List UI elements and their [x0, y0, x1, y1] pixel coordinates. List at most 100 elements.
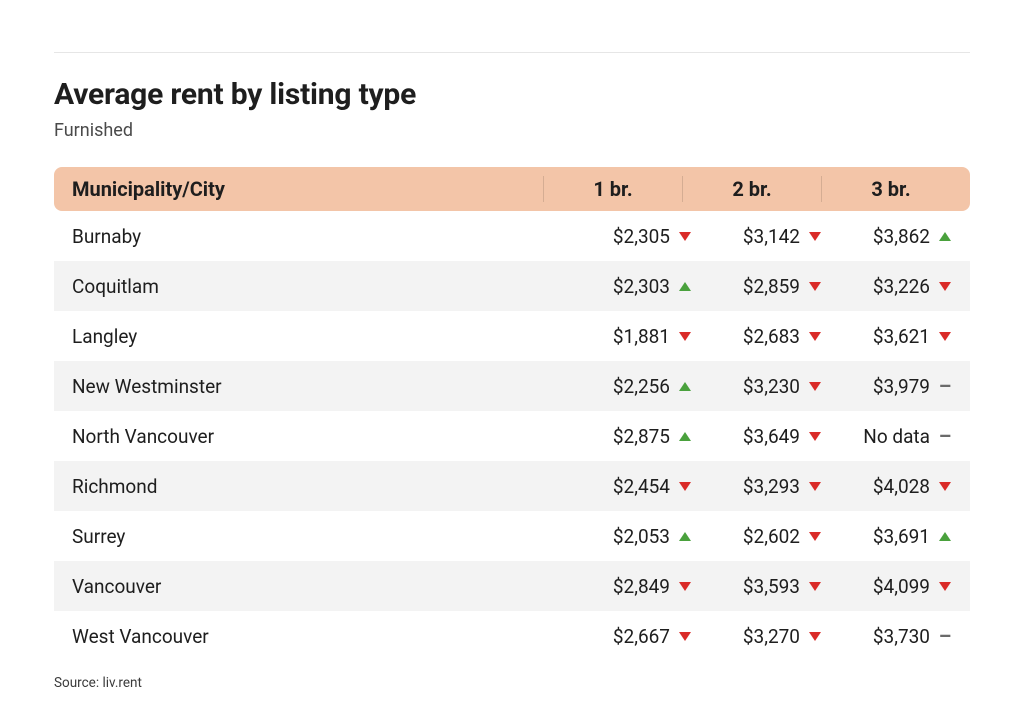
cell-city: Richmond — [72, 475, 566, 498]
cell-value: $3,230 — [743, 375, 800, 398]
cell-value: $3,226 — [873, 275, 930, 298]
cell-br3: No data– — [826, 425, 956, 448]
trend-up-icon — [939, 232, 951, 241]
cell-city: Coquitlam — [72, 275, 566, 298]
cell-value: $2,859 — [743, 275, 800, 298]
table-row: Langley $1,881 $2,683 $3,621 — [54, 311, 970, 361]
trend-down-icon — [809, 532, 821, 541]
trend-down-icon — [809, 282, 821, 291]
cell-value: $4,099 — [873, 575, 930, 598]
rent-table: Municipality/City 1 br. 2 br. 3 br. Burn… — [54, 167, 970, 661]
col-header-1br: 1 br. — [548, 177, 678, 201]
table-row: New Westminster $2,256 $3,230 $3,979– — [54, 361, 970, 411]
cell-value: $3,142 — [743, 225, 800, 248]
table-row: West Vancouver $2,667 $3,270$3,730– — [54, 611, 970, 661]
cell-br1: $2,875 — [566, 425, 696, 448]
table-row: North Vancouver $2,875 $3,649 No data– — [54, 411, 970, 461]
cell-value: $2,454 — [613, 475, 670, 498]
cell-br2: $3,649 — [696, 425, 826, 448]
trend-down-icon — [679, 482, 691, 491]
trend-down-icon — [809, 232, 821, 241]
table-row: Richmond $2,454 $3,293 $4,028 — [54, 461, 970, 511]
source-caption: Source: liv.rent — [54, 675, 970, 691]
cell-city: Langley — [72, 325, 566, 348]
header-separator — [543, 176, 544, 202]
trend-flat-icon: – — [939, 426, 952, 446]
table-body: Burnaby $2,305 $3,142 $3,862 Coquitlam$2,303… — [54, 211, 970, 661]
trend-down-icon — [939, 332, 951, 341]
cell-br1: $2,305 — [566, 225, 696, 248]
cell-value: $3,293 — [743, 475, 800, 498]
cell-value: $2,602 — [743, 525, 800, 548]
cell-br2: $3,270 — [696, 625, 826, 648]
page-title: Average rent by listing type — [54, 77, 970, 112]
top-divider — [54, 52, 970, 53]
cell-br2: $2,859 — [696, 275, 826, 298]
cell-value: $2,256 — [613, 375, 670, 398]
cell-br1: $2,053 — [566, 525, 696, 548]
cell-br1: $2,667 — [566, 625, 696, 648]
cell-br3: $3,691 — [826, 525, 956, 548]
cell-value: $2,667 — [613, 625, 670, 648]
table-header: Municipality/City 1 br. 2 br. 3 br. — [54, 167, 970, 211]
cell-city: Burnaby — [72, 225, 566, 248]
table-row: Surrey$2,053$2,602$3,691 — [54, 511, 970, 561]
trend-up-icon — [679, 532, 691, 541]
cell-value: No data — [863, 425, 930, 448]
header-separator — [821, 176, 822, 202]
trend-up-icon — [679, 282, 691, 291]
col-header-3br: 3 br. — [826, 177, 956, 201]
cell-br3: $4,099 — [826, 575, 956, 598]
cell-br1: $2,303 — [566, 275, 696, 298]
trend-down-icon — [809, 332, 821, 341]
page: Average rent by listing type Furnished M… — [0, 0, 1024, 691]
trend-down-icon — [809, 632, 821, 641]
cell-city: New Westminster — [72, 375, 566, 398]
cell-value: $3,979 — [873, 375, 930, 398]
trend-up-icon — [679, 382, 691, 391]
col-header-city: Municipality/City — [72, 177, 539, 201]
cell-br3: $3,621 — [826, 325, 956, 348]
trend-flat-icon: – — [939, 376, 952, 396]
cell-value: $2,305 — [613, 225, 670, 248]
cell-br2: $3,142 — [696, 225, 826, 248]
cell-value: $3,730 — [873, 625, 930, 648]
cell-br1: $2,849 — [566, 575, 696, 598]
trend-up-icon — [679, 432, 691, 441]
table-row: Coquitlam$2,303 $2,859 $3,226 — [54, 261, 970, 311]
cell-value: $3,862 — [873, 225, 930, 248]
trend-down-icon — [939, 582, 951, 591]
cell-br3: $3,979– — [826, 375, 956, 398]
cell-br1: $2,256 — [566, 375, 696, 398]
cell-br2: $2,602 — [696, 525, 826, 548]
cell-city: West Vancouver — [72, 625, 566, 648]
cell-value: $3,621 — [873, 325, 930, 348]
cell-br3: $4,028 — [826, 475, 956, 498]
cell-value: $4,028 — [873, 475, 930, 498]
cell-value: $3,649 — [743, 425, 800, 448]
page-subtitle: Furnished — [54, 120, 970, 141]
trend-down-icon — [809, 482, 821, 491]
trend-down-icon — [939, 482, 951, 491]
cell-br2: $3,593 — [696, 575, 826, 598]
cell-value: $2,849 — [613, 575, 670, 598]
col-header-2br: 2 br. — [687, 177, 817, 201]
cell-br2: $2,683 — [696, 325, 826, 348]
trend-down-icon — [809, 582, 821, 591]
cell-city: Vancouver — [72, 575, 566, 598]
cell-value: $2,875 — [613, 425, 670, 448]
trend-down-icon — [679, 332, 691, 341]
trend-up-icon — [939, 532, 951, 541]
cell-value: $2,053 — [613, 525, 670, 548]
cell-br3: $3,862 — [826, 225, 956, 248]
trend-down-icon — [809, 382, 821, 391]
trend-down-icon — [809, 432, 821, 441]
cell-city: North Vancouver — [72, 425, 566, 448]
cell-value: $3,691 — [873, 525, 930, 548]
trend-down-icon — [679, 632, 691, 641]
cell-value: $3,593 — [743, 575, 800, 598]
cell-value: $1,881 — [613, 325, 670, 348]
trend-down-icon — [679, 582, 691, 591]
cell-br3: $3,730– — [826, 625, 956, 648]
table-row: Vancouver $2,849 $3,593 $4,099 — [54, 561, 970, 611]
